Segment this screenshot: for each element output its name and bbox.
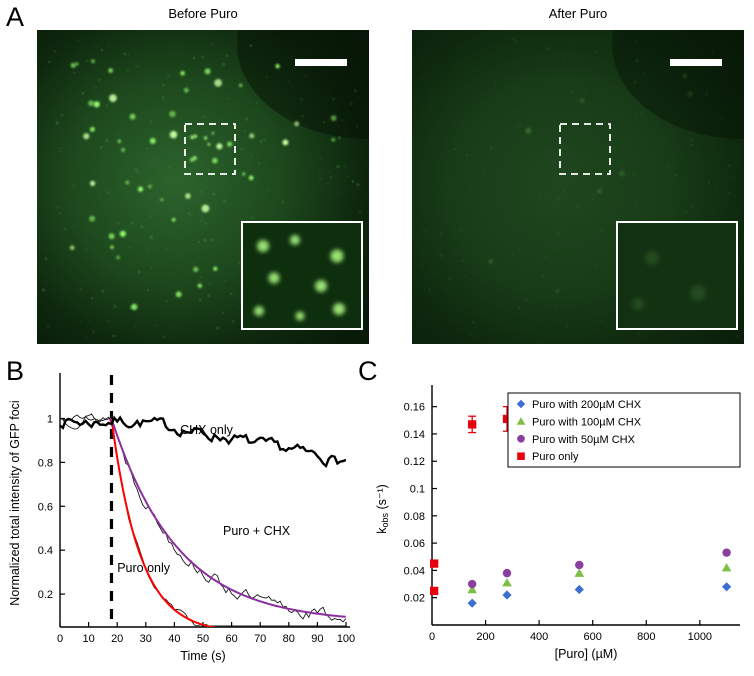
plot-area <box>60 375 346 627</box>
svg-text:60: 60 <box>225 633 237 645</box>
svg-text:90: 90 <box>311 633 323 645</box>
svg-text:0.02: 0.02 <box>404 593 425 605</box>
puro-only-data-trace <box>60 414 346 627</box>
inset-zoom-border <box>241 221 363 330</box>
svg-text:800: 800 <box>637 631 655 643</box>
micrograph-after-puro <box>412 30 744 344</box>
x-axis-label: [Puro] (µM) <box>555 647 618 661</box>
micrograph-title-before: Before Puro <box>168 6 238 21</box>
puro-chx-data-trace <box>60 413 346 623</box>
scale-bar <box>295 59 347 66</box>
svg-text:200: 200 <box>476 631 494 643</box>
svg-text:1: 1 <box>47 414 53 426</box>
x-axis-label: Time (s) <box>180 649 225 663</box>
inset-zoom-background <box>617 222 737 329</box>
legend-label: Puro with 100µM CHX <box>532 416 642 428</box>
curve-annotation: CHX only <box>180 423 234 437</box>
svg-text:0.16: 0.16 <box>404 402 425 414</box>
svg-text:70: 70 <box>254 633 266 645</box>
scatter-series <box>467 563 732 594</box>
y-axis-label: Normalized total intensity of GFP foci <box>8 400 22 605</box>
svg-text:10: 10 <box>82 633 94 645</box>
roi-dashed-box <box>559 123 611 175</box>
curve-annotation: Puro + CHX <box>223 524 291 538</box>
micrograph-before-puro <box>37 30 369 344</box>
panel-c-label: C <box>358 356 378 386</box>
puro-only-fit-curve <box>109 418 216 627</box>
timecourse-chart: 0 10 20 30 40 50 60 70 80 90 100 0.2 0.4 0.6 0.8 1 Time … <box>8 373 355 663</box>
inset-zoom-foci <box>254 235 345 321</box>
svg-text:0: 0 <box>429 631 435 643</box>
legend: Puro with 200µM CHX Puro with 100µM CHX Pu… <box>507 392 741 468</box>
svg-text:20: 20 <box>111 633 123 645</box>
svg-text:0.12: 0.12 <box>404 456 425 468</box>
dark-corner <box>612 30 744 139</box>
roi-dashed-box <box>184 123 236 175</box>
dark-corner <box>237 30 369 139</box>
scatter-series <box>430 405 512 596</box>
curve-annotation: Puro only <box>117 561 171 575</box>
panel-b-label: B <box>6 356 25 386</box>
svg-text:0.04: 0.04 <box>404 565 425 577</box>
svg-text:50: 50 <box>197 633 209 645</box>
svg-text:0.4: 0.4 <box>38 545 53 557</box>
gfp-foci <box>69 59 337 311</box>
y-axis-label: kobs (s⁻¹) <box>375 484 390 534</box>
inset-zoom-border <box>616 221 738 330</box>
panel-a-label: A <box>6 2 25 32</box>
svg-text:40: 40 <box>168 633 180 645</box>
svg-text:0.8: 0.8 <box>38 457 53 469</box>
chx-only-data-trace <box>60 415 346 469</box>
kobs-scatter-chart: 0 200 400 600 800 1000 0.02 0.04 0.06 0.08 0.1 0.12… <box>375 385 741 661</box>
svg-text:0.08: 0.08 <box>404 511 425 523</box>
svg-text:0.6: 0.6 <box>38 501 53 513</box>
svg-text:0: 0 <box>57 633 63 645</box>
svg-text:0.06: 0.06 <box>404 538 425 550</box>
legend-label: Puro only <box>532 451 579 463</box>
svg-text:0.14: 0.14 <box>404 429 425 441</box>
svg-text:30: 30 <box>140 633 152 645</box>
svg-text:400: 400 <box>530 631 548 643</box>
scale-bar <box>670 59 722 66</box>
svg-text:100: 100 <box>337 633 355 645</box>
micrograph-title-after: After Puro <box>548 6 608 21</box>
svg-text:80: 80 <box>283 633 295 645</box>
inset-zoom-foci <box>632 251 706 310</box>
scatter-series <box>467 548 731 589</box>
svg-text:1000: 1000 <box>688 631 712 643</box>
legend-box <box>507 392 741 468</box>
puro-chx-fit-curve <box>109 417 346 618</box>
legend-label: Puro with 200µM CHX <box>532 399 642 411</box>
legend-label: Puro with 50µM CHX <box>532 434 636 446</box>
svg-text:0.1: 0.1 <box>410 484 425 496</box>
svg-text:0.2: 0.2 <box>38 589 53 601</box>
svg-text:600: 600 <box>584 631 602 643</box>
